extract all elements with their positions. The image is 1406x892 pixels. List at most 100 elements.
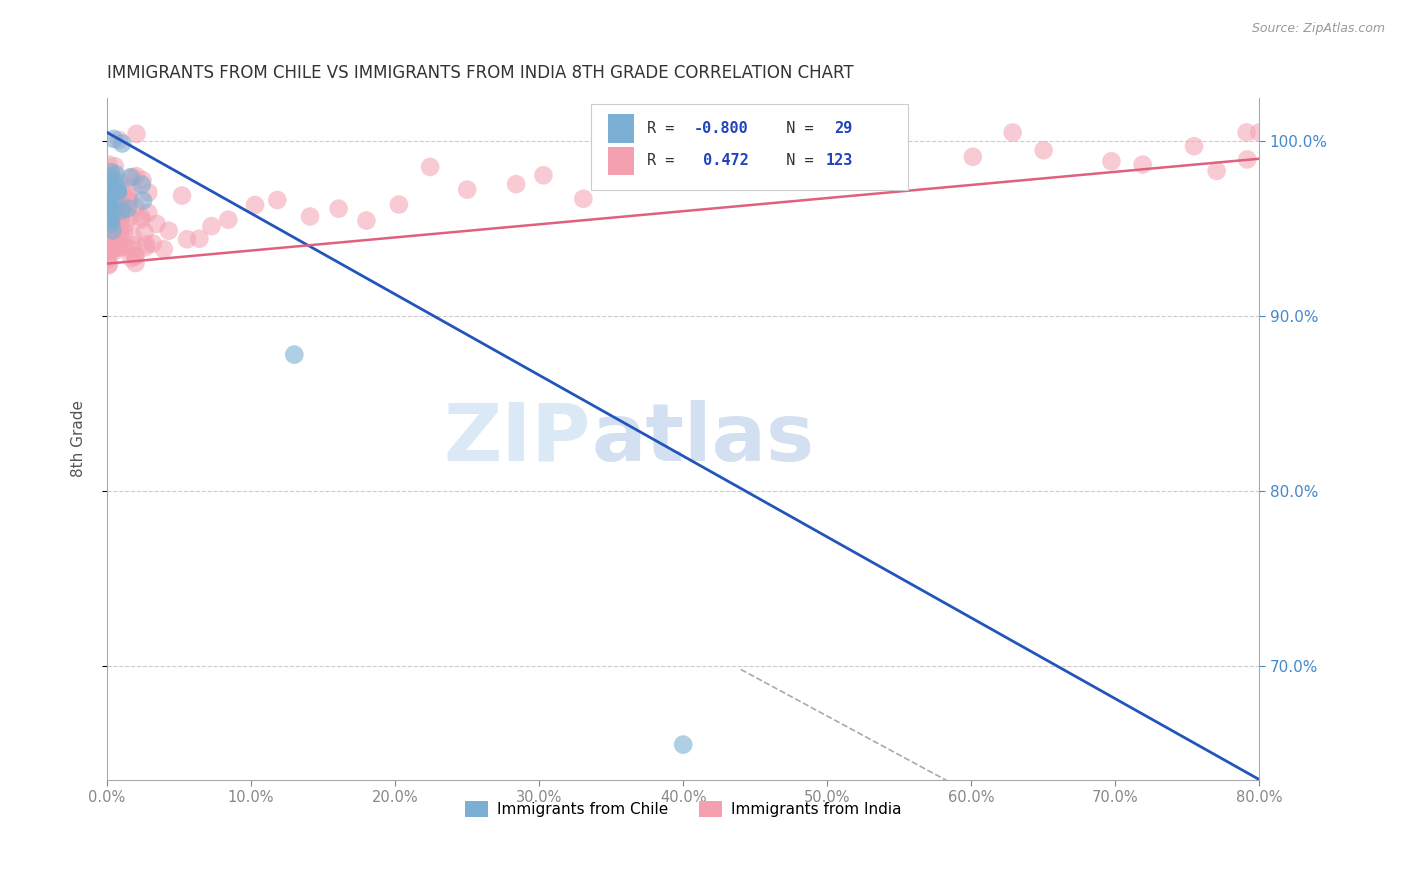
Point	[103, 217, 125, 231]
Point	[132, 194, 155, 208]
Point	[157, 224, 180, 238]
Point	[98, 194, 121, 209]
Point	[121, 228, 143, 243]
Point	[814, 161, 837, 176]
Point	[188, 232, 211, 246]
Point	[1236, 153, 1258, 167]
Point	[97, 258, 120, 272]
Point	[103, 194, 125, 208]
Point	[962, 150, 984, 164]
Point	[98, 176, 121, 190]
Point	[101, 211, 124, 226]
Point	[672, 738, 695, 752]
Text: Source: ZipAtlas.com: Source: ZipAtlas.com	[1251, 22, 1385, 36]
Point	[456, 183, 478, 197]
Text: N =: N =	[769, 153, 823, 169]
Point	[1001, 126, 1024, 140]
Point	[105, 244, 128, 258]
Point	[98, 224, 121, 238]
Point	[100, 211, 122, 226]
Point	[98, 188, 121, 202]
Point	[112, 205, 135, 219]
Point	[110, 213, 132, 227]
Point	[124, 248, 146, 262]
Point	[98, 243, 121, 257]
Point	[110, 208, 132, 222]
Point	[100, 180, 122, 194]
Point	[105, 207, 128, 221]
Bar	[609, 146, 634, 175]
Point	[118, 194, 141, 208]
Point	[101, 193, 124, 207]
Point	[170, 188, 193, 202]
Point	[97, 157, 120, 171]
Point	[101, 179, 124, 194]
Point	[880, 166, 903, 180]
Point	[103, 174, 125, 188]
Point	[356, 213, 378, 227]
Point	[104, 159, 127, 173]
Point	[136, 206, 159, 220]
Point	[152, 242, 174, 256]
Text: R =: R =	[648, 153, 693, 169]
Point	[131, 173, 153, 187]
Point	[176, 232, 198, 246]
Point	[1032, 143, 1054, 157]
Point	[117, 202, 139, 216]
Point	[107, 241, 129, 255]
Point	[121, 180, 143, 194]
Point	[124, 200, 146, 214]
Point	[118, 195, 141, 210]
Point	[1236, 126, 1258, 140]
Point	[741, 174, 763, 188]
Point	[105, 196, 128, 211]
Point	[108, 214, 131, 228]
Point	[600, 153, 623, 167]
Text: 29: 29	[834, 120, 852, 136]
Point	[142, 236, 165, 251]
Point	[103, 242, 125, 256]
Point	[217, 212, 239, 227]
Point	[100, 175, 122, 189]
Point	[716, 134, 738, 148]
Point	[283, 348, 305, 362]
Point	[103, 193, 125, 207]
Point	[103, 186, 125, 200]
Point	[97, 172, 120, 186]
Point	[101, 203, 124, 218]
Point	[101, 202, 124, 217]
Point	[97, 202, 120, 217]
Text: 123: 123	[827, 153, 853, 169]
Point	[107, 184, 129, 198]
Point	[1099, 154, 1122, 169]
Point	[97, 184, 120, 198]
Point	[118, 211, 141, 225]
Point	[299, 210, 322, 224]
Point	[100, 183, 122, 197]
Point	[572, 192, 595, 206]
Point	[243, 198, 266, 212]
Point	[103, 210, 125, 224]
Point	[129, 210, 152, 224]
Point	[98, 220, 121, 235]
Point	[108, 227, 131, 242]
Point	[114, 240, 136, 254]
Point	[97, 257, 120, 271]
Point	[145, 217, 167, 231]
Point	[266, 193, 288, 207]
Point	[200, 219, 222, 233]
Point	[101, 229, 124, 244]
Point	[665, 155, 688, 169]
Point	[135, 237, 157, 252]
Y-axis label: 8th Grade: 8th Grade	[72, 400, 86, 477]
Point	[108, 223, 131, 237]
Point	[117, 241, 139, 255]
Point	[101, 190, 124, 204]
Point	[533, 168, 555, 182]
Point	[114, 218, 136, 232]
Point	[108, 238, 131, 252]
Point	[97, 179, 120, 194]
Point	[108, 175, 131, 189]
Point	[101, 223, 124, 237]
Point	[97, 237, 120, 252]
